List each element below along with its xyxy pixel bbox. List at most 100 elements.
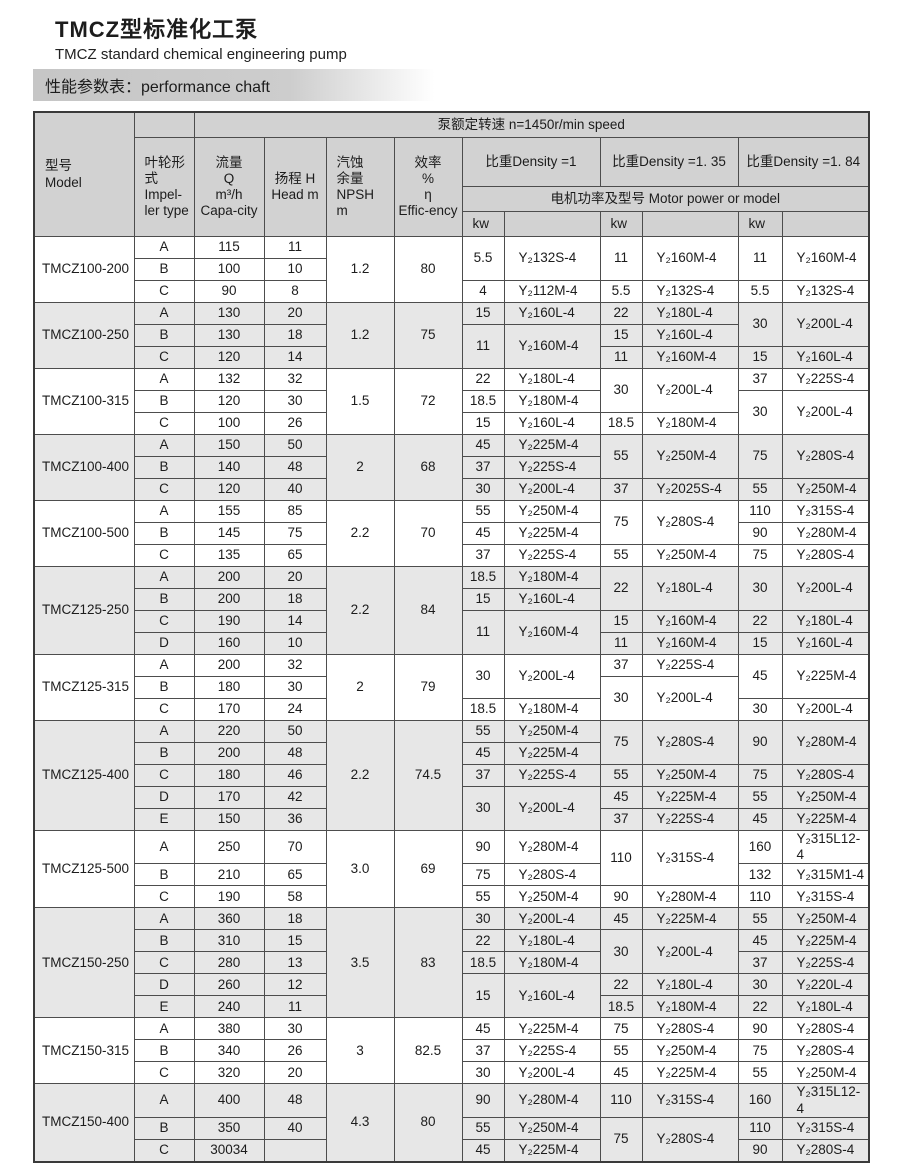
npsh-cell: 3.0 xyxy=(325,829,395,909)
table-row: TMCZ150-315 A 380 30 3 82.5 45 Y₂225M-4 75 Y₂280S… xyxy=(33,1017,870,1085)
head-cell: 75 xyxy=(263,522,327,545)
kw-cell: 45 xyxy=(461,1017,505,1041)
head-cell: 48 xyxy=(263,742,327,765)
head-cell: 50 xyxy=(263,720,327,743)
impeller-cell: A xyxy=(133,302,195,325)
motor-model-cell: Y₂315L12-4 xyxy=(781,1083,870,1118)
impeller-cell: C xyxy=(133,412,195,435)
kw-cell: 5.5 xyxy=(461,236,505,281)
table-row: C 170 24 18.5 Y₂180M-4 30 Y₂200L-4 xyxy=(34,698,870,721)
kw-cell: 45 xyxy=(737,808,783,831)
flow-cell: 260 xyxy=(193,973,265,997)
motor-model-cell: Y₂280S-4 xyxy=(641,1017,739,1041)
motor-model-cell: Y₂160M-4 xyxy=(641,236,739,281)
impeller-cell: C xyxy=(133,698,195,721)
flow-cell: 340 xyxy=(193,1039,265,1063)
head-cell: 70 xyxy=(263,829,327,865)
head-cell: 18 xyxy=(263,324,327,347)
motor-model-cell: Y₂280S-4 xyxy=(503,863,601,887)
impeller-cell: C xyxy=(133,764,195,787)
head-cell: 15 xyxy=(263,929,327,953)
head-cell xyxy=(263,1138,327,1163)
kw-cell: 55 xyxy=(461,1116,505,1140)
head-cell: 14 xyxy=(263,346,327,369)
motor-model-cell: Y₂225S-4 xyxy=(641,808,739,831)
kw-cell: 75 xyxy=(737,434,783,479)
flow-cell: 220 xyxy=(193,720,265,743)
flow-cell: 130 xyxy=(193,302,265,325)
kw-cell: 37 xyxy=(461,1039,505,1063)
motor-model-cell: Y₂250M-4 xyxy=(503,1116,601,1140)
header-kw-2: kw xyxy=(599,211,643,237)
impeller-cell: B xyxy=(133,1116,195,1140)
model-cell: TMCZ100-500 xyxy=(33,500,135,567)
header-spacer xyxy=(133,111,195,138)
kw-cell: 55 xyxy=(599,764,643,787)
table-row: TMCZ125-250 A 200 20 2.2 84 18.5 Y₂180M-4 22 Y₂18… xyxy=(33,566,870,655)
impeller-cell: B xyxy=(133,863,195,887)
kw-cell: 45 xyxy=(461,1138,505,1163)
kw-cell: 11 xyxy=(599,632,643,655)
table-row: C 320 20 30 Y₂200L-4 45 Y₂225M-4 55 Y₂250M-4 xyxy=(34,1061,870,1085)
motor-model-cell: Y₂180M-4 xyxy=(503,390,601,413)
table-row: TMCZ125-500 A 250 70 3.0 69 90 Y₂280M-4 110 Y₂315… xyxy=(33,829,870,909)
impeller-cell: C xyxy=(133,1138,195,1163)
motor-model-cell: Y₂315S-4 xyxy=(641,829,739,887)
kw-cell: 37 xyxy=(599,808,643,831)
table-row: C 135 65 37 Y₂225S-4 55 Y₂250M-4 75 Y₂280S-4 xyxy=(34,544,870,567)
motor-model-cell: Y₂112M-4 xyxy=(503,280,601,303)
flow-cell: 30034 xyxy=(193,1138,265,1163)
table-row: TMCZ100-500 A 155 85 2.2 70 55 Y₂250M-4 75 Y₂280S… xyxy=(33,500,870,567)
motor-model-cell: Y₂225S-4 xyxy=(503,764,601,787)
kw-cell: 30 xyxy=(599,368,643,413)
impeller-cell: C xyxy=(133,885,195,909)
table-row: E 240 11 18.5 Y₂180M-4 22 Y₂180L-4 xyxy=(34,995,870,1019)
kw-cell: 90 xyxy=(737,1017,783,1041)
table-row: TMCZ150-400 A 400 48 4.3 80 90 Y₂280M-4 110 Y₂315… xyxy=(33,1083,870,1163)
motor-model-cell: Y₂160L-4 xyxy=(781,632,870,655)
impeller-cell: A xyxy=(133,1017,195,1041)
motor-model-cell: Y₂250M-4 xyxy=(503,500,601,523)
flow-cell: 190 xyxy=(193,885,265,909)
motor-model-cell: Y₂225S-4 xyxy=(503,1039,601,1063)
efficiency-cell: 75 xyxy=(393,302,463,369)
flow-cell: 240 xyxy=(193,995,265,1019)
motor-model-cell: Y₂180M-4 xyxy=(503,566,601,589)
impeller-cell: A xyxy=(133,236,195,259)
motor-model-cell: Y₂2025S-4 xyxy=(641,478,739,501)
kw-cell: 18.5 xyxy=(461,698,505,721)
motor-model-cell: Y₂200L-4 xyxy=(781,566,870,611)
kw-cell: 55 xyxy=(461,885,505,909)
npsh-cell: 2.2 xyxy=(325,566,395,655)
npsh-cell: 2.2 xyxy=(325,500,395,567)
header-motor-power: 电机功率及型号 Motor power or model xyxy=(461,186,870,212)
head-cell: 10 xyxy=(263,632,327,655)
section-header: 性能参数表：performance chaft xyxy=(33,69,447,101)
kw-cell: 18.5 xyxy=(461,390,505,413)
motor-model-cell: Y₂132S-4 xyxy=(503,236,601,281)
kw-cell: 55 xyxy=(599,434,643,479)
model-cell: TMCZ100-250 xyxy=(33,302,135,369)
kw-cell: 45 xyxy=(737,929,783,953)
kw-cell: 55 xyxy=(461,500,505,523)
kw-cell: 15 xyxy=(599,610,643,633)
table-row: TMCZ125-400 A 220 50 2.2 74.5 55 Y₂250M-4 75 Y₂28… xyxy=(33,720,870,831)
kw-cell: 75 xyxy=(737,764,783,787)
header-density-135: 比重Density =1. 35 xyxy=(599,137,739,187)
motor-model-cell: Y₂225S-4 xyxy=(503,456,601,479)
kw-cell: 55 xyxy=(599,1039,643,1063)
table-row: B 200 48 45 Y₂225M-4 xyxy=(34,742,869,765)
head-cell: 18 xyxy=(263,588,327,611)
motor-model-cell: Y₂280M-4 xyxy=(503,1083,601,1118)
head-cell: 13 xyxy=(263,951,327,975)
kw-cell: 132 xyxy=(737,863,783,887)
kw-cell: 30 xyxy=(461,786,505,831)
motor-model-cell: Y₂225M-4 xyxy=(503,742,601,765)
impeller-cell: B xyxy=(133,522,195,545)
kw-cell: 110 xyxy=(599,829,643,887)
flow-cell: 140 xyxy=(193,456,265,479)
flow-cell: 180 xyxy=(193,676,265,699)
motor-model-cell: Y₂250M-4 xyxy=(641,544,739,567)
kw-cell: 45 xyxy=(599,1061,643,1085)
flow-cell: 150 xyxy=(193,434,265,457)
